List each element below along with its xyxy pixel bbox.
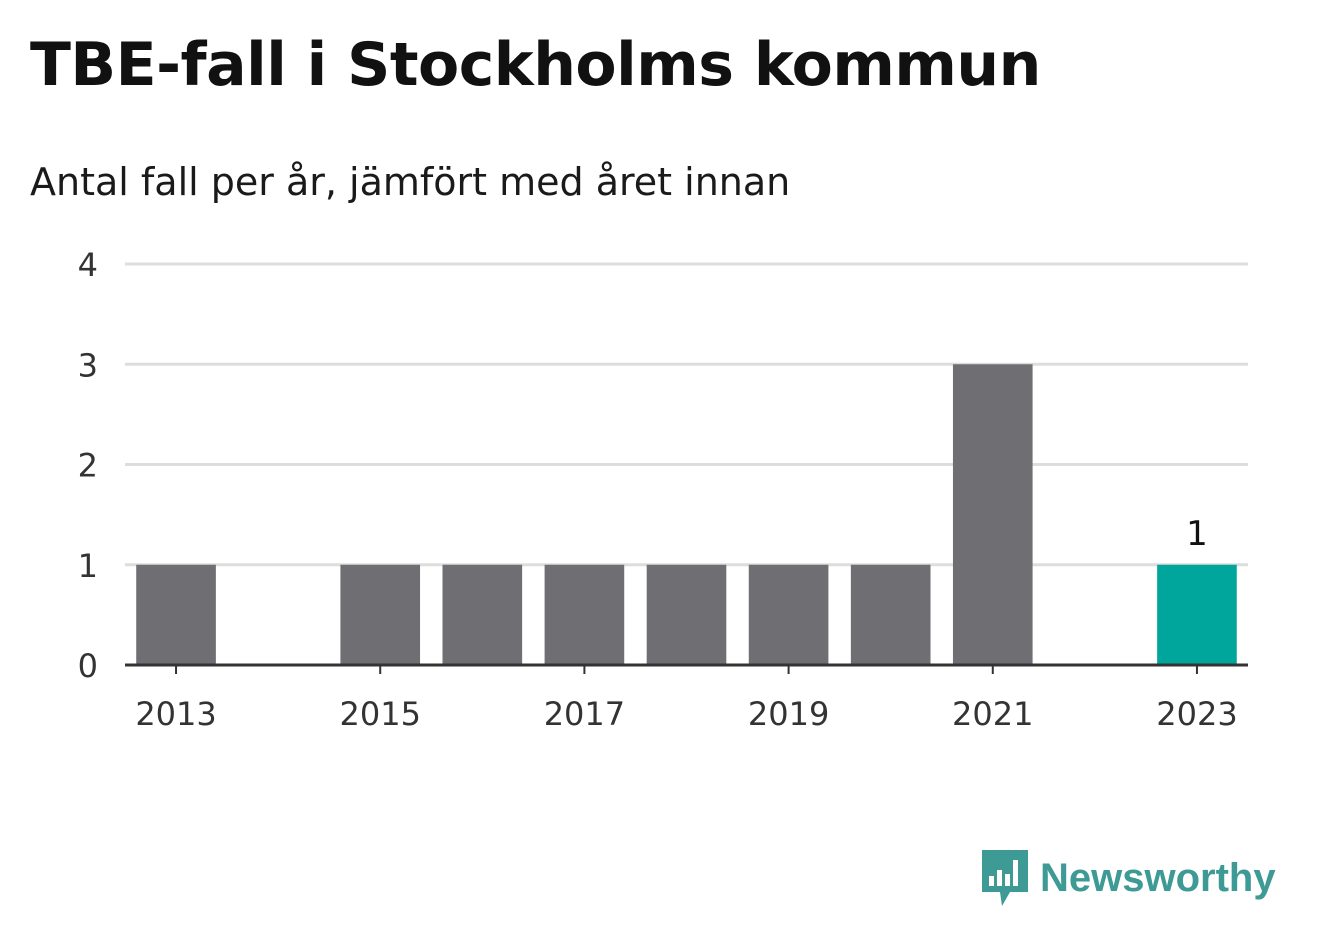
- bar-2023: [1157, 564, 1237, 665]
- x-tick-label: 2017: [544, 695, 625, 733]
- y-tick-label: 0: [78, 647, 98, 685]
- chart-subtitle: Antal fall per år, jämfört med året inna…: [30, 160, 791, 204]
- data-label-2023: 1: [1186, 514, 1208, 554]
- x-tick-label: 2013: [135, 695, 216, 733]
- bar-2019: [748, 564, 829, 665]
- x-tick-label: 2021: [952, 695, 1033, 733]
- newsworthy-logo-icon: [982, 850, 1028, 906]
- bar-2013: [136, 564, 216, 665]
- bar-2020: [850, 564, 931, 665]
- y-tick-label: 2: [78, 447, 98, 485]
- bar-2021: [952, 364, 1033, 665]
- newsworthy-logo: Newsworthy: [980, 848, 1276, 908]
- bar-2018: [646, 564, 727, 665]
- y-tick-label: 1: [78, 547, 98, 585]
- x-tick-label: 2023: [1156, 695, 1237, 733]
- y-tick-label: 3: [78, 346, 98, 384]
- y-tick-label: 4: [78, 246, 98, 284]
- bar-2015: [340, 564, 421, 665]
- bar-2016: [442, 564, 523, 665]
- newsworthy-logo-text: Newsworthy: [1040, 855, 1276, 900]
- chart-title: TBE-fall i Stockholms kommun: [30, 30, 1041, 100]
- x-tick-label: 2015: [340, 695, 421, 733]
- bar-2017: [544, 564, 625, 665]
- x-tick-label: 2019: [748, 695, 829, 733]
